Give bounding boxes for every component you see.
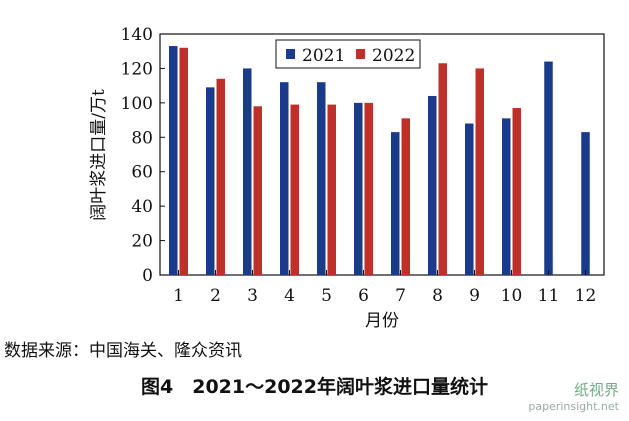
x-axis-label: 月份 [365,311,399,330]
bar-2021-12 [581,132,590,275]
x-tick-label: 4 [284,286,295,306]
bar-2021-8 [428,95,437,275]
bars-group [169,46,590,276]
x-tick-label: 9 [469,286,480,306]
bar-2022-3 [253,106,262,275]
x-tick-label: 3 [247,286,258,306]
y-tick-label: 20 [131,232,153,252]
y-tick-label: 120 [121,59,153,79]
bar-2022-6 [364,102,373,275]
bar-2021-7 [391,132,400,275]
bar-2021-11 [544,61,553,275]
y-tick-label: 40 [131,197,153,217]
x-tick-label: 1 [173,286,184,306]
y-axis-ticks: 0 20 40 60 80 100 120 140 [121,25,165,286]
legend: 2021 2022 [275,39,421,69]
bar-2021-4 [280,82,289,275]
y-tick-label: 100 [121,94,153,114]
bar-2022-10 [512,108,521,276]
plot-frame [159,33,605,276]
legend-label-2021: 2021 [302,46,345,66]
bar-2021-10 [502,118,511,275]
y-tick-label: 60 [131,163,153,183]
legend-swatch-2022 [356,49,365,59]
bar-2022-2 [216,78,225,275]
x-tick-label: 2 [210,286,221,306]
x-tick-label: 11 [538,286,560,306]
bar-2022-5 [327,104,336,275]
source-note: 数据来源：中国海关、隆众资讯 [4,341,242,361]
bar-2022-8 [438,63,447,276]
x-tick-label: 6 [358,286,369,306]
bar-2022-9 [475,68,484,275]
x-tick-label: 5 [321,286,332,306]
x-tick-label: 8 [432,286,443,306]
figure-caption: 图4 2021～2022年阔叶浆进口量统计 [141,376,488,398]
y-tick-label: 140 [121,25,153,45]
legend-swatch-2021 [286,49,295,59]
y-axis-label: 阔叶浆进口量/万t [89,89,109,221]
y-tick-label: 0 [142,266,153,286]
watermark-url: paperinsight.net [528,400,619,413]
bar-2021-3 [243,68,252,275]
watermark: 纸视界 paperinsight.net [528,379,619,413]
x-tick-label: 10 [501,286,523,306]
bar-2021-6 [354,102,363,275]
bar-2021-9 [465,123,474,275]
bar-2021-1 [169,46,178,275]
bar-2021-5 [317,82,326,275]
bar-2022-4 [290,104,299,275]
watermark-name: 纸视界 [573,381,619,399]
bar-2021-2 [206,87,215,275]
x-tick-label: 7 [395,286,406,306]
plot-border [159,33,605,276]
legend-label-2022: 2022 [372,46,415,66]
y-tick-label: 80 [131,128,153,148]
bar-2022-7 [401,118,410,275]
legend-box [275,39,421,69]
x-tick-label: 12 [575,286,597,306]
x-axis-ticks: 1 2 3 4 5 6 7 8 9 10 11 12 [173,270,596,306]
bar-2022-1 [179,47,188,276]
